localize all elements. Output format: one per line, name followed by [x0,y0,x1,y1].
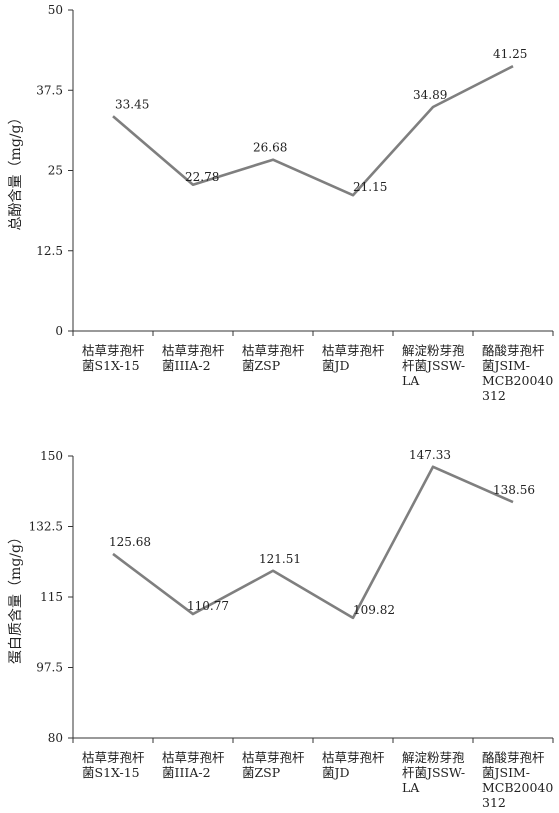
category-label-line: 酪酸芽孢杆 [482,343,545,358]
category-label-line: 菌IIIA-2 [162,358,211,373]
category-label: 酪酸芽孢杆菌JSIM-MCB20040 312 [482,343,553,403]
category-label: 枯草芽孢杆菌IIIA-2 [162,750,225,780]
category-label-line: 菌S1X-15 [82,358,140,373]
category-label-line: 枯草芽孢杆 [82,750,145,765]
category-label-line: 枯草芽孢杆 [82,343,145,358]
category-label: 枯草芽孢杆菌ZSP [242,750,305,780]
category-label-line: 菌S1X-15 [82,765,140,780]
category-label: 枯草芽孢杆菌S1X-15 [82,343,145,373]
category-label: 解淀粉芽孢杆菌JSSW-LA [402,343,465,388]
data-label: 33.45 [115,97,149,111]
data-label: 147.33 [409,448,451,462]
data-label: 138.56 [493,483,535,497]
y-tick-label: 37.5 [36,83,63,97]
category-label: 解淀粉芽孢杆菌JSSW-LA [402,750,465,795]
data-label: 41.25 [493,47,527,61]
category-label-line: 菌JSIM- [482,358,530,373]
data-label: 34.89 [413,88,447,102]
category-label: 枯草芽孢杆菌S1X-15 [82,750,145,780]
category-label-line: 菌JD [322,358,350,373]
category-label-line: 菌ZSP [242,358,280,373]
category-label-line: 杆菌JSSW- [402,765,465,780]
category-label-line: 312 [482,795,506,810]
data-label: 26.68 [253,141,287,155]
protein-content-chart: 8097.5115132.5150枯草芽孢杆菌S1X-15枯草芽孢杆菌IIIA-… [8,448,554,810]
y-tick-label: 132.5 [29,520,63,534]
series-line [112,65,514,197]
data-label: 22.78 [185,170,219,184]
category-label-line: 枯草芽孢杆 [322,750,385,765]
category-label-line: LA [402,780,420,795]
category-label: 酪酸芽孢杆菌JSIM-MCB20040 312 [482,750,553,810]
category-label-line: 枯草芽孢杆 [162,343,225,358]
y-tick-label: 50 [48,3,63,17]
category-label-line: 菌ZSP [242,765,280,780]
data-label: 110.77 [187,599,229,613]
y-axis-title: 蛋白质含量（mg/g） [8,530,24,664]
category-label-line: 菌JD [322,765,350,780]
data-label: 109.82 [353,603,395,617]
category-label-line: 枯草芽孢杆 [242,750,305,765]
y-tick-label: 97.5 [36,661,63,675]
category-label-line: 解淀粉芽孢 [402,343,465,358]
y-tick-label: 12.5 [36,244,63,258]
category-label-line: 杆菌JSSW- [402,358,465,373]
category-label-line: 枯草芽孢杆 [322,343,385,358]
category-label-line: 菌JSIM- [482,765,530,780]
category-label: 枯草芽孢杆菌JD [322,343,385,373]
total-phenol-chart: 012.52537.550枯草芽孢杆菌S1X-15枯草芽孢杆菌IIIA-2枯草芽… [8,3,554,403]
category-label: 枯草芽孢杆菌IIIA-2 [162,343,225,373]
data-label: 125.68 [109,535,151,549]
series-line [112,465,514,620]
data-label: 21.15 [353,180,387,194]
category-label: 枯草芽孢杆菌ZSP [242,343,305,373]
y-tick-label: 0 [55,324,63,338]
y-tick-label: 115 [40,590,63,604]
category-label-line: MCB20040 [482,373,553,388]
category-label-line: 菌IIIA-2 [162,765,211,780]
category-label-line: LA [402,373,420,388]
category-label-line: 枯草芽孢杆 [162,750,225,765]
category-label-line: 解淀粉芽孢 [402,750,465,765]
category-label-line: 312 [482,388,506,403]
category-label-line: 酪酸芽孢杆 [482,750,545,765]
y-axis-title: 总酚含量（mg/g） [8,111,24,231]
y-tick-label: 80 [48,731,63,745]
y-tick-label: 150 [40,449,63,463]
y-tick-label: 25 [48,164,63,178]
category-label-line: MCB20040 [482,780,553,795]
category-label: 枯草芽孢杆菌JD [322,750,385,780]
data-label: 121.51 [259,552,301,566]
category-label-line: 枯草芽孢杆 [242,343,305,358]
